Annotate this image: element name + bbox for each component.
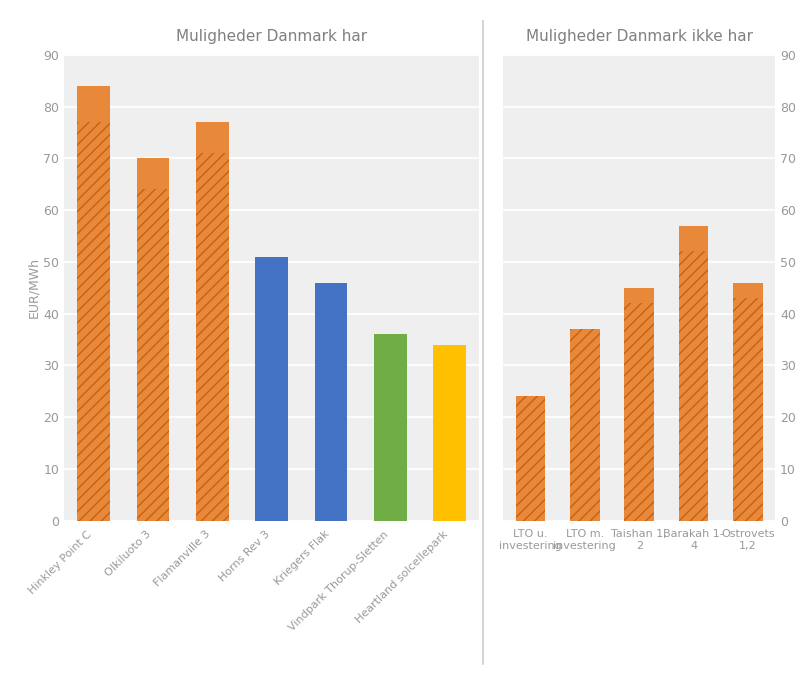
Bar xyxy=(678,251,709,521)
Bar xyxy=(515,397,546,521)
Bar xyxy=(196,122,229,521)
Bar xyxy=(733,298,763,521)
Title: Muligheder Danmark ikke har: Muligheder Danmark ikke har xyxy=(526,29,753,44)
Bar xyxy=(315,282,348,521)
Bar xyxy=(78,86,110,521)
Bar xyxy=(570,329,600,521)
Bar xyxy=(374,334,407,521)
Bar xyxy=(570,329,600,521)
Title: Muligheder Danmark har: Muligheder Danmark har xyxy=(176,29,368,44)
Bar xyxy=(137,189,169,521)
Bar xyxy=(515,397,546,521)
Bar xyxy=(733,282,763,521)
Bar xyxy=(433,345,466,521)
Bar xyxy=(137,158,169,521)
Bar xyxy=(624,288,654,521)
Bar xyxy=(678,225,709,521)
Bar xyxy=(78,122,110,521)
Y-axis label: EUR/MWh: EUR/MWh xyxy=(27,257,40,319)
Bar xyxy=(196,153,229,521)
Bar xyxy=(624,303,654,521)
Bar xyxy=(256,257,288,521)
